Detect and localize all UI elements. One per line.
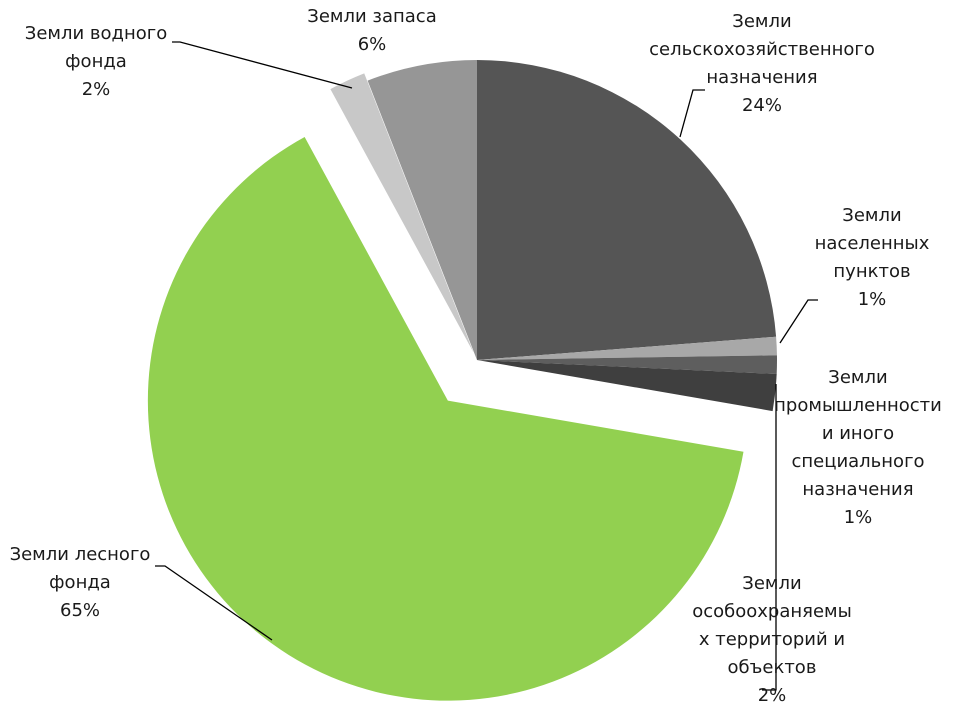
leader-line xyxy=(762,384,777,691)
label-value: 2% xyxy=(81,79,111,100)
label-value: 65% xyxy=(59,600,101,621)
slice-label: Земли населенных пунктов 1% xyxy=(815,202,930,314)
slice-label: Земли запаса 6% xyxy=(307,3,436,59)
pie-slice xyxy=(477,355,777,374)
leader-line xyxy=(172,41,353,89)
slices xyxy=(147,60,777,701)
label-name: Земли водного фонда xyxy=(24,23,168,72)
label-value: 6% xyxy=(357,34,387,55)
label-value: 1% xyxy=(843,507,873,528)
pie-slice xyxy=(367,60,477,360)
label-name: Земли сельскохозяйственного назначения xyxy=(649,11,875,88)
slice-label: Земли особоохраняемы х территорий и объе… xyxy=(692,570,852,710)
label-name: Земли запаса xyxy=(307,6,437,27)
pie-slice xyxy=(330,73,474,353)
pie-slice xyxy=(147,137,744,701)
pie-slice xyxy=(477,336,777,360)
leader-line xyxy=(779,299,818,344)
label-name: Земли лесного фонда xyxy=(9,544,151,593)
label-name: Земли промышленности и иного специальног… xyxy=(774,367,942,500)
slice-label: Земли сельскохозяйственного назначения 24… xyxy=(649,8,875,120)
label-value: 1% xyxy=(857,289,887,310)
leader-line xyxy=(679,89,705,138)
label-value: 24% xyxy=(741,95,782,116)
leader-line xyxy=(155,565,273,641)
label-name: Земли населенных пунктов xyxy=(814,205,930,282)
slice-label: Земли промышленности и иного специальног… xyxy=(774,364,942,532)
slice-label: Земли водного фонда 2% xyxy=(25,20,167,104)
label-value: 2% xyxy=(757,685,787,706)
pie-slice xyxy=(477,360,777,412)
label-name: Земли особоохраняемы х территорий и объе… xyxy=(692,573,852,678)
pie-slice xyxy=(477,60,777,360)
slice-label: Земли лесного фонда 65% xyxy=(10,541,151,625)
